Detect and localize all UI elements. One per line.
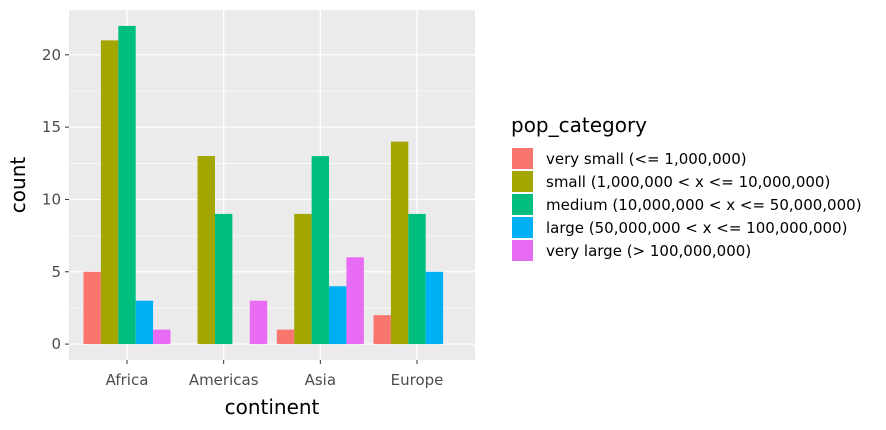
legend-key (512, 171, 533, 192)
bar (153, 329, 171, 345)
x-axis-title: continent (225, 395, 320, 419)
legend-label: very large (> 100,000,000) (546, 242, 751, 260)
y-tick-label: 0 (51, 335, 61, 353)
bar (214, 213, 233, 345)
bar (83, 271, 101, 345)
axis-layer: 0 5 10 15 20 Africa Americas Asia Europe (42, 46, 443, 389)
bar (408, 213, 426, 345)
bar (329, 286, 347, 345)
legend-title: pop_category (511, 113, 647, 137)
y-tick-label: 15 (42, 118, 61, 136)
legend-key (512, 148, 533, 169)
x-tick-label: Africa (106, 371, 149, 389)
bar (390, 141, 409, 345)
legend-label: very small (<= 1,000,000) (546, 150, 747, 168)
legend: very small (<= 1,000,000) small (1,000,00… (512, 148, 862, 261)
legend-key (512, 217, 533, 238)
bar (276, 329, 295, 345)
bar (249, 300, 268, 345)
x-tick-label: Asia (305, 371, 336, 389)
legend-label: large (50,000,000 < x <= 100,000,000) (546, 219, 847, 237)
bar (373, 315, 391, 345)
bar (346, 257, 364, 345)
bar (135, 300, 154, 345)
y-axis-title: count (6, 157, 30, 214)
legend-label: medium (10,000,000 < x <= 50,000,000) (546, 196, 862, 214)
bar (197, 156, 215, 345)
bar (311, 156, 330, 345)
bars-layer (83, 25, 444, 345)
bar (294, 213, 312, 345)
bar (118, 25, 136, 345)
bar (425, 271, 444, 345)
y-tick-label: 20 (42, 46, 61, 64)
bar (100, 40, 119, 345)
legend-key (512, 194, 533, 215)
x-tick-label: Europe (391, 371, 444, 389)
legend-key (512, 240, 533, 261)
y-tick-label: 5 (51, 263, 61, 281)
legend-label: small (1,000,000 < x <= 10,000,000) (546, 173, 830, 191)
x-tick-label: Americas (189, 371, 259, 389)
y-tick-label: 10 (42, 190, 61, 208)
